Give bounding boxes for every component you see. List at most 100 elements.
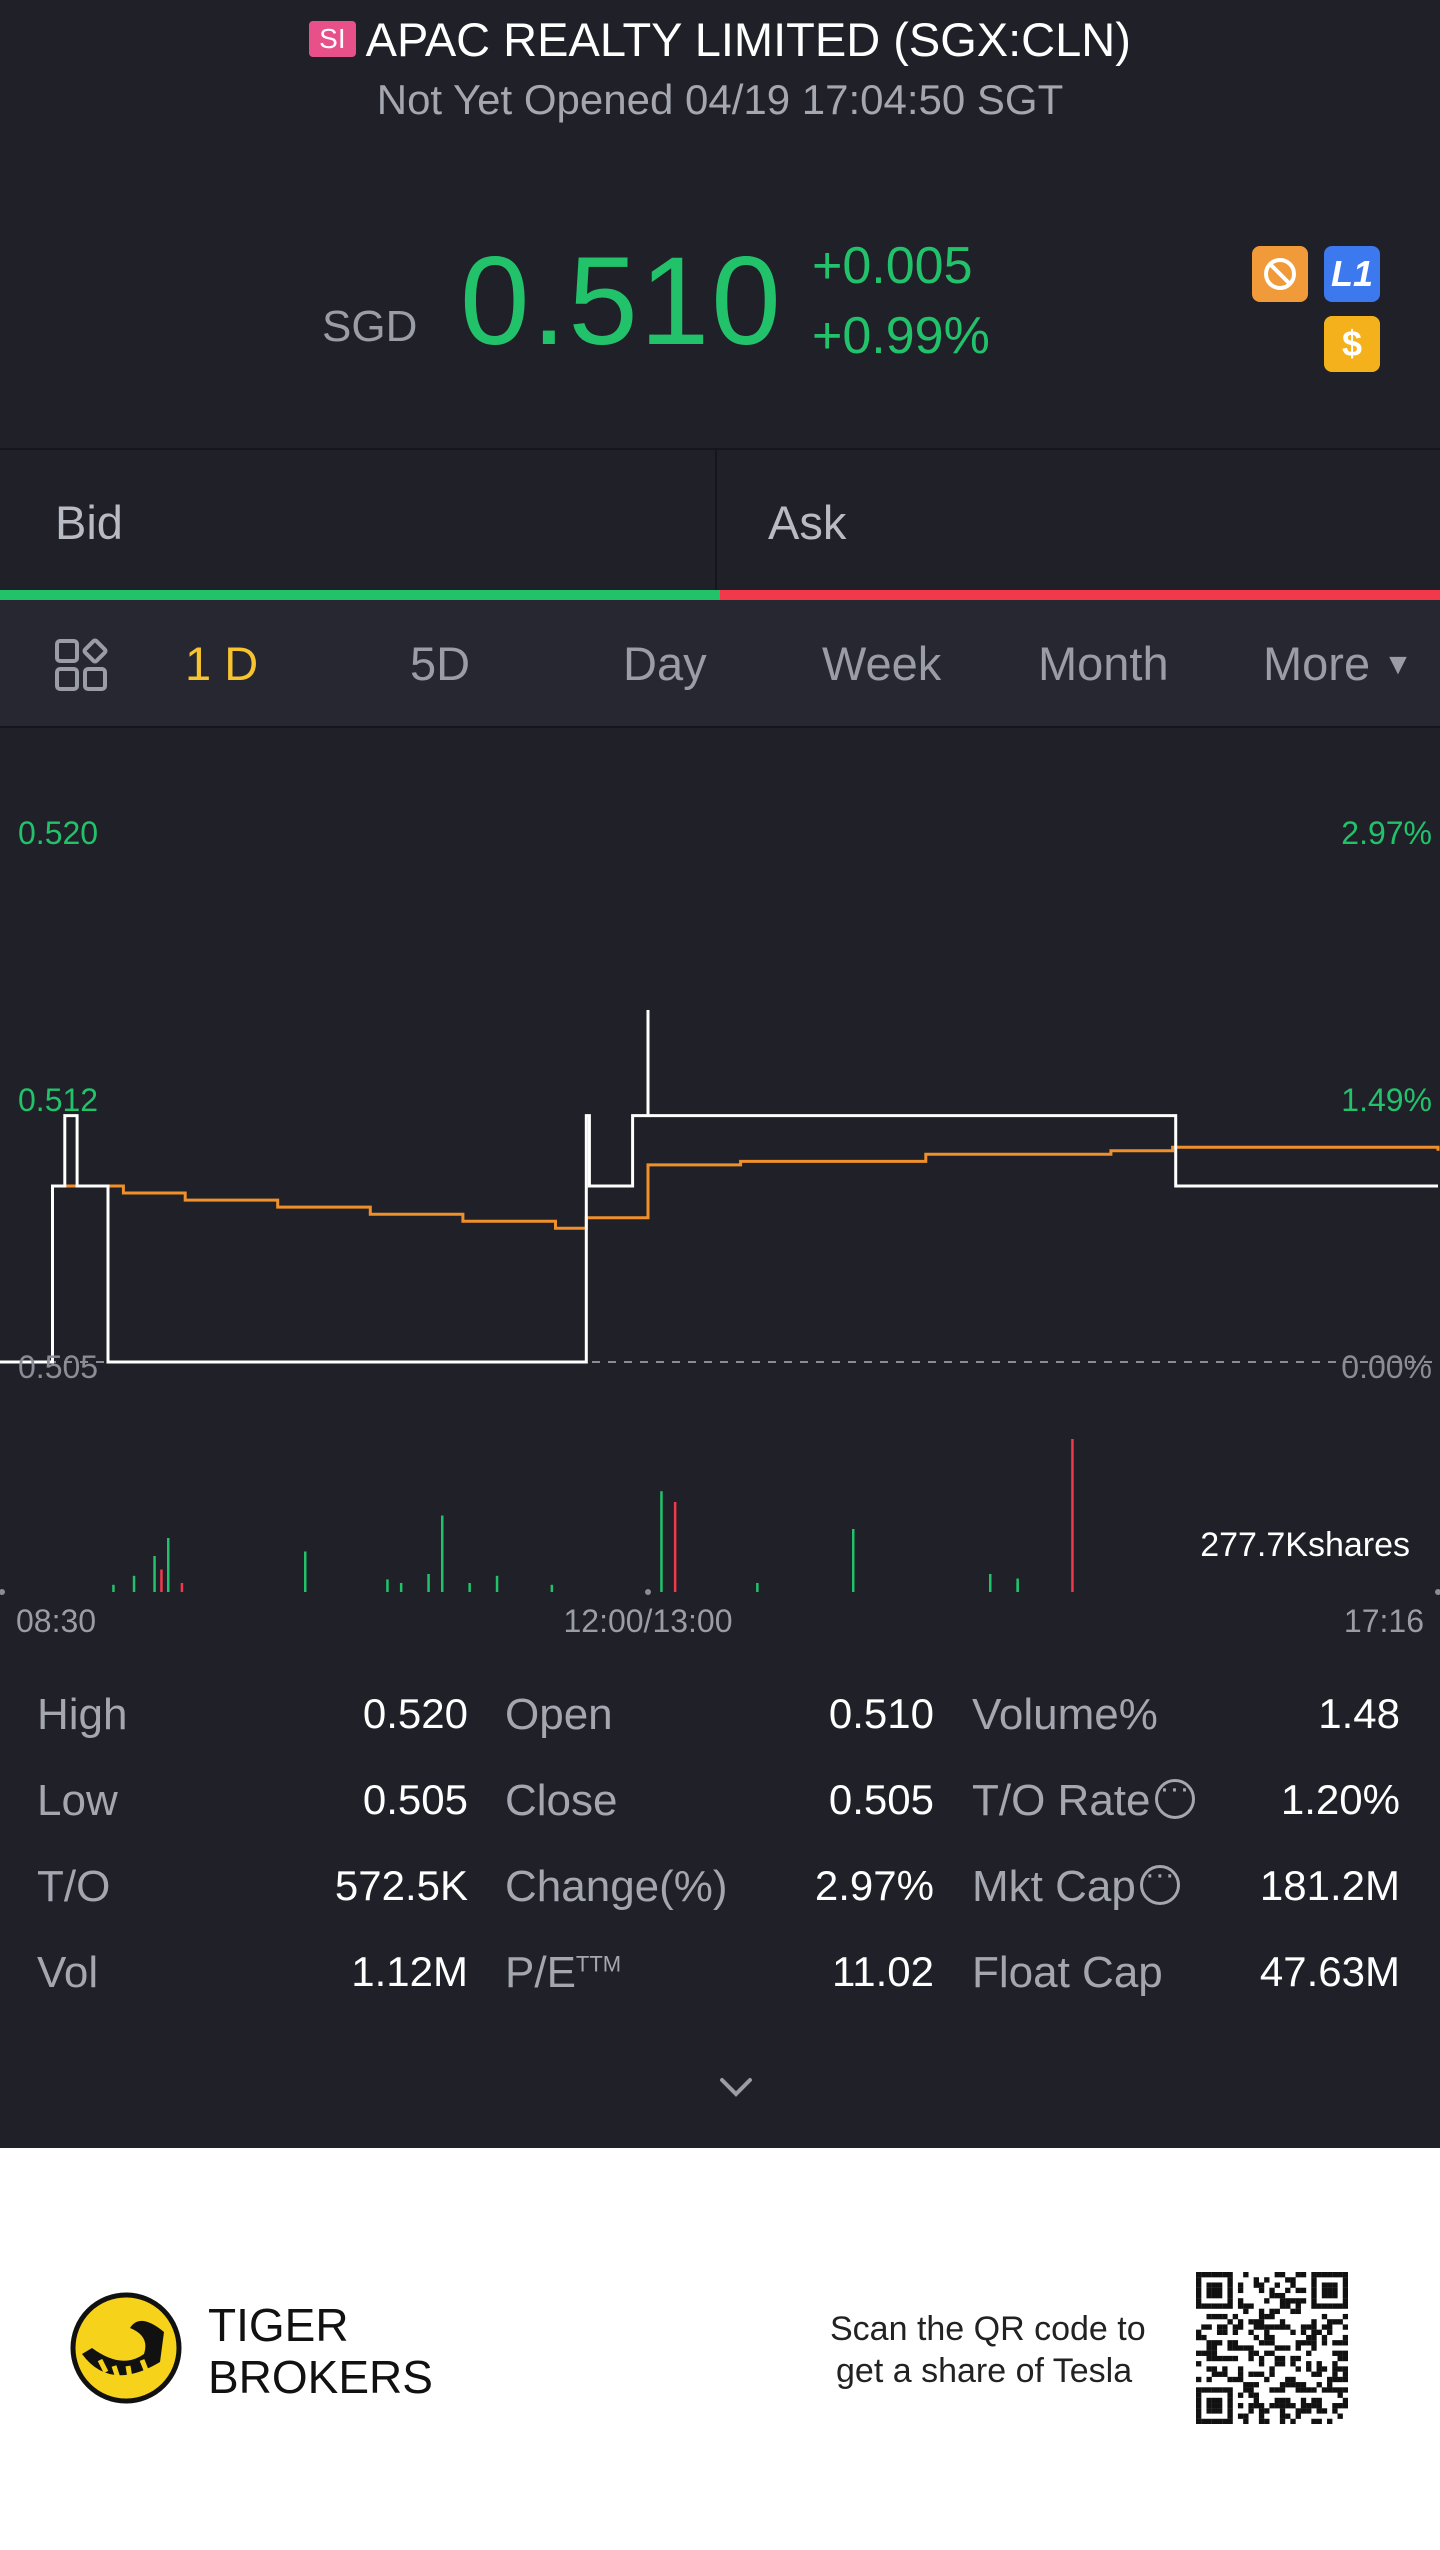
- stat-low-value: 0.505: [362, 1776, 468, 1823]
- level1-icon[interactable]: L1: [1324, 246, 1380, 302]
- volume-bar-up: [132, 1575, 136, 1592]
- stat-to-label: T/O: [37, 1862, 111, 1911]
- tab-month[interactable]: Month: [1038, 637, 1169, 690]
- stat-volpct-value: 1.48: [1318, 1690, 1400, 1737]
- pct-label-top: 2.97%: [1341, 815, 1432, 851]
- stat-change-value: 2.97%: [814, 1862, 934, 1909]
- market-badge: SI: [309, 21, 356, 57]
- stat-vol-label: Vol: [37, 1948, 99, 1997]
- chevron-down-icon[interactable]: [716, 2068, 756, 2108]
- x-label-start: 08:30: [16, 1603, 96, 1639]
- intraday-chart[interactable]: 0.520 0.512 0.505 2.97% 1.49% 0.00% 277.…: [0, 730, 1440, 1650]
- stock-title: APAC REALTY LIMITED (SGX:CLN): [365, 13, 1131, 66]
- y-label-base: 0.505: [18, 1349, 98, 1385]
- volume-bar-up: [399, 1583, 403, 1592]
- stat-high-value: 0.520: [362, 1690, 468, 1737]
- volume-bar-down: [180, 1583, 184, 1592]
- stat-change-label: Change(%): [505, 1862, 728, 1911]
- stat-close-label: Close: [505, 1776, 618, 1825]
- y-label-mid: 0.512: [18, 1082, 98, 1118]
- bid-label: Bid: [55, 496, 123, 549]
- bid-ask-panel[interactable]: Bid Ask: [0, 450, 1440, 600]
- dollar-icon[interactable]: $: [1324, 316, 1380, 372]
- stat-torate-value: 1.20%: [1280, 1776, 1400, 1823]
- volume-bar-up: [427, 1574, 430, 1592]
- volume-bar-up: [112, 1584, 115, 1592]
- stat-pe-value: 11.02: [832, 1948, 934, 1995]
- stock-title-row: SI APAC REALTY LIMITED (SGX:CLN): [0, 12, 1440, 67]
- promo-text-line1: Scan the QR code to: [830, 2310, 1146, 2348]
- torate-label-text: T/O Rate: [972, 1776, 1151, 1825]
- brand-name-line1: TIGER: [208, 2299, 349, 2351]
- stat-mktcap-value: 181.2M: [1259, 1862, 1400, 1909]
- bid-ask-separator: [715, 450, 717, 590]
- volume-bar-up: [468, 1583, 471, 1592]
- tab-week[interactable]: Week: [822, 637, 942, 690]
- bid-ratio-bar: [0, 590, 720, 600]
- volume-bar-up: [441, 1515, 444, 1592]
- volume-label: 277.7Kshares: [1200, 1526, 1410, 1564]
- volume-bar-up: [660, 1491, 663, 1592]
- brand-name-line2: BROKERS: [208, 2351, 433, 2403]
- period-tabs: 1 D 5D Day Week Month More ▼: [0, 600, 1440, 728]
- tab-more[interactable]: More ▼: [1263, 636, 1413, 691]
- pe-label-text: P/E: [505, 1948, 576, 1997]
- stat-open-value: 0.510: [828, 1690, 934, 1737]
- info-icon[interactable]: [1154, 1772, 1195, 1819]
- promo-text-line2: get a share of Tesla: [836, 2352, 1133, 2390]
- layout-grid-icon[interactable]: [54, 638, 108, 692]
- avg-price-line: [0, 1145, 1440, 1364]
- restricted-icon[interactable]: [1252, 246, 1308, 302]
- stat-mktcap-label: Mkt Cap: [972, 1858, 1180, 1912]
- pct-label-base: 0.00%: [1341, 1349, 1432, 1385]
- volume-bar-down: [1071, 1439, 1074, 1592]
- volume-bar-down: [673, 1502, 677, 1592]
- stat-close-value: 0.505: [828, 1776, 934, 1823]
- last-price: 0.510: [460, 232, 783, 371]
- tab-1d[interactable]: 1 D: [185, 637, 259, 690]
- chart-svg: 0.520 0.512 0.505 2.97% 1.49% 0.00% 277.…: [0, 815, 1440, 1639]
- quote-screen: SI APAC REALTY LIMITED (SGX:CLN) Not Yet …: [0, 0, 1440, 2148]
- volume-bar-up: [153, 1556, 156, 1592]
- volume-bar-up: [550, 1584, 554, 1592]
- volume-bar-up: [852, 1529, 855, 1592]
- market-status: Not Yet Opened 04/19 17:04:50 SGT: [376, 76, 1064, 123]
- tab-5d[interactable]: 5D: [410, 637, 471, 690]
- price-block: SGD 0.510 +0.005 +0.99% L1 $: [0, 230, 1440, 380]
- stat-high-label: High: [37, 1690, 128, 1739]
- divider: [0, 448, 1440, 450]
- stat-low-label: Low: [37, 1776, 118, 1825]
- stat-open-label: Open: [505, 1690, 613, 1739]
- info-icon[interactable]: [1139, 1858, 1180, 1905]
- more-label: More: [1263, 637, 1371, 690]
- volume-bar-up: [756, 1583, 759, 1592]
- currency-label: SGD: [322, 302, 418, 351]
- tab-day[interactable]: Day: [623, 637, 707, 690]
- stat-floatcap-value: 47.63M: [1259, 1948, 1400, 1995]
- volume-bar-up: [167, 1538, 170, 1592]
- x-label-mid: 12:00/13:00: [563, 1603, 732, 1639]
- price-change: +0.005: [812, 237, 973, 295]
- stat-floatcap-label: Float Cap: [972, 1948, 1163, 1997]
- tiger-logo-icon: [70, 2292, 182, 2404]
- promo-footer: TIGER BROKERS Scan the QR code to get a …: [0, 2148, 1440, 2550]
- qr-code[interactable]: [1196, 2272, 1348, 2424]
- volume-bar-up: [495, 1575, 499, 1592]
- stat-to-value: 572.5K: [334, 1862, 468, 1909]
- stat-pe-label: P/ETTM: [505, 1948, 621, 1998]
- price-line: [0, 1010, 1438, 1364]
- mktcap-label-text: Mkt Cap: [972, 1862, 1136, 1911]
- volume-bar-up: [304, 1551, 307, 1592]
- stat-torate-label: T/O Rate: [972, 1772, 1195, 1826]
- pct-label-mid: 1.49%: [1341, 1082, 1432, 1118]
- caret-down-icon: ▼: [1383, 648, 1413, 681]
- volume-bar-up: [1016, 1578, 1019, 1592]
- ask-label: Ask: [768, 496, 847, 549]
- pe-sup: TTM: [575, 1951, 622, 1977]
- volume-bar-up: [386, 1579, 389, 1592]
- stat-volpct-label: Volume%: [972, 1690, 1158, 1739]
- price-change-percent: +0.99%: [812, 307, 990, 365]
- volume-bar-down: [160, 1569, 163, 1592]
- volume-bar-up: [989, 1574, 992, 1592]
- y-label-top: 0.520: [18, 815, 98, 851]
